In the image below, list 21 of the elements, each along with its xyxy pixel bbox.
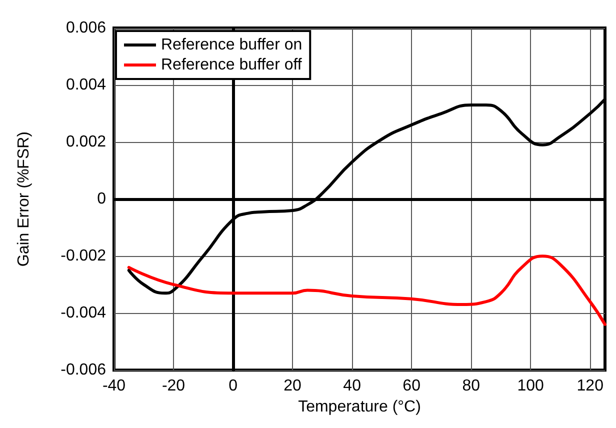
x-tick-label: 60 bbox=[402, 378, 421, 395]
y-tick-label: 0 bbox=[97, 190, 106, 208]
x-tick-label: 100 bbox=[517, 378, 544, 395]
y-tick-label: 0.004 bbox=[66, 76, 106, 94]
y-tick-label: 0.002 bbox=[66, 134, 106, 151]
legend-label: Reference buffer on bbox=[161, 36, 302, 54]
legend-label: Reference buffer off bbox=[161, 56, 302, 74]
x-tick-label: 80 bbox=[462, 378, 480, 395]
y-tick-label: 0.006 bbox=[66, 20, 106, 36]
x-tick-label: -40 bbox=[102, 378, 126, 395]
line-series bbox=[127, 254, 606, 326]
x-tick-label: 40 bbox=[343, 378, 362, 395]
x-tick-label: 20 bbox=[284, 378, 302, 395]
x-tick-label: 120 bbox=[576, 378, 604, 395]
y-axis-title: Gain Error (%FSR) bbox=[16, 131, 32, 267]
y-tick-label: -0.006 bbox=[60, 362, 106, 379]
y-tick-label: -0.004 bbox=[60, 304, 106, 322]
x-tick-label: -20 bbox=[162, 378, 186, 395]
x-tick-label: 0 bbox=[228, 378, 238, 395]
x-axis-title: Temperature (°C) bbox=[298, 398, 421, 416]
y-tick-label: -0.002 bbox=[60, 248, 106, 265]
